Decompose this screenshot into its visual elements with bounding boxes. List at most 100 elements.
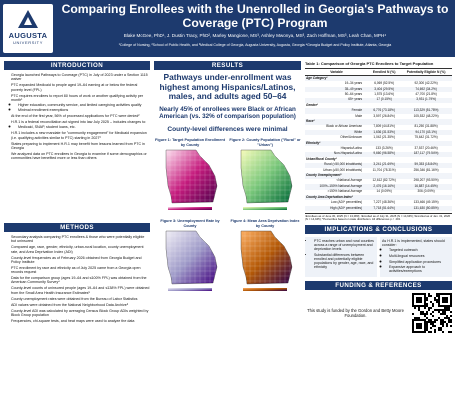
qr-module xyxy=(446,300,448,303)
qr-module xyxy=(444,316,446,319)
qr-module xyxy=(446,298,448,301)
bullet-text: PTC requires enrollees to report 80 hour… xyxy=(11,93,144,102)
qr-module xyxy=(424,302,426,305)
bullet: Secondary analysis comparing PTC enrolle… xyxy=(11,235,150,244)
qr-module xyxy=(424,294,426,297)
qr-module xyxy=(448,330,450,333)
figure-caption: Figure 4: Mean Area Deprivation Index by… xyxy=(230,219,300,228)
row-label: Male xyxy=(355,113,363,118)
eligible: 94,170 (43.1%) xyxy=(415,129,437,134)
eligible: 105,532 (48.22%) xyxy=(413,113,439,118)
table-row: 19–34 years 6,069 (52.5%) 92,300 (42.22%) xyxy=(305,81,452,87)
qr-module xyxy=(442,292,444,295)
qr-module xyxy=(434,324,436,327)
qr-module xyxy=(428,306,430,309)
enrolled: 7,227 (48.36%) xyxy=(373,200,395,205)
qr-module xyxy=(450,320,452,323)
group-label: County Area Deprivation Index³ xyxy=(306,194,353,199)
table-row: High (ADI* percentiles) 7,718 (51.64%) 131… xyxy=(305,206,452,212)
qr-module xyxy=(426,296,428,299)
qr-module xyxy=(426,298,428,301)
qr-module xyxy=(412,330,414,333)
qr-module xyxy=(436,292,438,295)
group-label: Ethnicity² xyxy=(306,140,321,145)
qr-module xyxy=(446,292,448,295)
qr-module xyxy=(430,312,432,315)
affiliations: ¹College of Nursing, ²School of Public H… xyxy=(118,43,392,47)
enrolled: 133 (3.26%) xyxy=(375,146,393,151)
sub-list: Higher education, community service, and… xyxy=(11,103,150,112)
legend-bar xyxy=(243,288,287,292)
section-heading: FUNDING & REFERENCES xyxy=(305,280,452,290)
bullet: H.R.1 is a federal reconciliation act si… xyxy=(11,120,150,130)
bullet-text: PTC expanded Medicaid to people aged 19–… xyxy=(11,83,138,92)
finding: Nearly 45% of enrollees were Black or Af… xyxy=(159,105,296,121)
qr-module xyxy=(442,296,444,299)
section-heading: INTRODUCTION xyxy=(4,61,150,70)
qr-module xyxy=(436,300,438,303)
qr-module xyxy=(446,296,448,299)
qr-module xyxy=(420,296,422,299)
middle-column: RESULTS Pathways under-enrollment was hi… xyxy=(154,61,301,398)
section-heading: IMPLICATIONS & CONCLUSIONS xyxy=(305,224,452,234)
sub-bullet: Medicaid, SNAP, student loans, etc. xyxy=(18,125,150,129)
qr-module xyxy=(442,330,444,333)
qr-module xyxy=(424,298,426,301)
qr-module xyxy=(412,322,414,325)
qr-module xyxy=(450,330,452,333)
qr-module xyxy=(416,318,418,321)
qr-module xyxy=(418,326,420,329)
qr-module xyxy=(444,312,446,315)
qr-module xyxy=(448,304,450,307)
qr-module xyxy=(444,320,446,323)
qr-module xyxy=(424,296,426,299)
qr-module xyxy=(440,318,442,321)
qr-module xyxy=(426,322,428,325)
table-row: County Area Deprivation Index³ xyxy=(305,194,452,201)
qr-module xyxy=(416,330,418,333)
enrolled: 9,660 (96.58%) xyxy=(373,151,395,156)
qr-module xyxy=(438,298,440,301)
qr-module xyxy=(438,328,440,331)
eligible: 298,207 (93.50%) xyxy=(413,178,439,183)
qr-module xyxy=(450,302,452,305)
qr-module xyxy=(438,308,440,311)
qr-module xyxy=(422,312,424,315)
qr-module xyxy=(450,298,452,301)
authors: Blake McGee, PhD¹, J. Dustin Tracy, PhD²… xyxy=(123,33,387,38)
table-row: 100%–150% National Average 2,476 (16.16%)… xyxy=(305,183,452,190)
qr-module xyxy=(434,330,436,333)
qr-module xyxy=(416,298,418,301)
qr-module xyxy=(434,298,436,301)
qr-module xyxy=(424,292,426,295)
methods-list: Secondary analysis comparing PTC enrolle… xyxy=(4,235,150,323)
qr-module xyxy=(430,322,432,325)
eligible: 81,250 (31.88%) xyxy=(414,124,438,129)
bullet: Multi-lingual resources xyxy=(389,254,450,258)
figure: Figure 1: Target Population Enrollment b… xyxy=(154,138,226,215)
eligible: 3,931 (1.79%) xyxy=(416,97,436,102)
row-label: 19–34 years xyxy=(344,81,363,86)
group-label: Gender¹ xyxy=(306,102,319,107)
table-row: Hispanic/Latino 133 (3.26%) 37,537 (20.46%… xyxy=(305,146,452,152)
qr-module xyxy=(448,308,450,311)
qr-module xyxy=(418,306,420,309)
qr-module xyxy=(432,324,434,327)
qr-module xyxy=(442,300,444,303)
qr-module xyxy=(424,300,426,303)
enrolled: 2,476 (16.16%) xyxy=(373,183,395,188)
bullet-text: At the end of the first year, 56% of pro… xyxy=(11,114,140,119)
table-caption: Table 1: Comparison of Georgia PTC Enrol… xyxy=(305,61,434,66)
qr-module xyxy=(434,308,436,311)
qr-module xyxy=(420,304,422,307)
bullet: County-level counts of uninsured people … xyxy=(11,286,150,295)
row-label: White xyxy=(354,129,363,134)
table-row: <National Average 12,612 (82.72%) 298,207 … xyxy=(305,178,452,185)
qr-module xyxy=(412,318,414,321)
qr-module xyxy=(416,296,418,299)
row-label: Female xyxy=(351,108,363,113)
qr-module xyxy=(418,298,420,301)
qr-module xyxy=(426,316,428,319)
qr-module xyxy=(414,304,416,307)
list: PTC reaches urban and rural counties acr… xyxy=(307,239,375,269)
